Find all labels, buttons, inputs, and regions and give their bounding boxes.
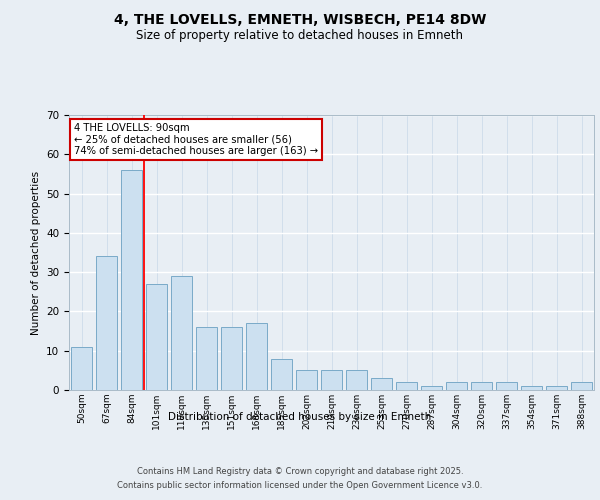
Bar [346,370,367,390]
Text: Distribution of detached houses by size in Emneth: Distribution of detached houses by size … [169,412,431,422]
Bar [571,382,592,390]
Text: Contains HM Land Registry data © Crown copyright and database right 2025.: Contains HM Land Registry data © Crown c… [137,468,463,476]
Text: Size of property relative to detached houses in Emneth: Size of property relative to detached ho… [137,29,464,42]
Bar [471,382,492,390]
Bar [121,170,142,390]
Text: 4 THE LOVELLS: 90sqm
← 25% of detached houses are smaller (56)
74% of semi-detac: 4 THE LOVELLS: 90sqm ← 25% of detached h… [74,123,319,156]
Bar [96,256,117,390]
Bar [371,378,392,390]
Bar [521,386,542,390]
Bar [271,358,292,390]
Bar [171,276,192,390]
Bar [396,382,417,390]
Bar [221,327,242,390]
Y-axis label: Number of detached properties: Number of detached properties [31,170,41,334]
Bar [321,370,342,390]
Bar [446,382,467,390]
Bar [421,386,442,390]
Bar [246,323,267,390]
Bar [146,284,167,390]
Bar [196,327,217,390]
Bar [296,370,317,390]
Bar [71,347,92,390]
Bar [496,382,517,390]
Text: Contains public sector information licensed under the Open Government Licence v3: Contains public sector information licen… [118,481,482,490]
Bar [546,386,567,390]
Text: 4, THE LOVELLS, EMNETH, WISBECH, PE14 8DW: 4, THE LOVELLS, EMNETH, WISBECH, PE14 8D… [114,12,486,26]
